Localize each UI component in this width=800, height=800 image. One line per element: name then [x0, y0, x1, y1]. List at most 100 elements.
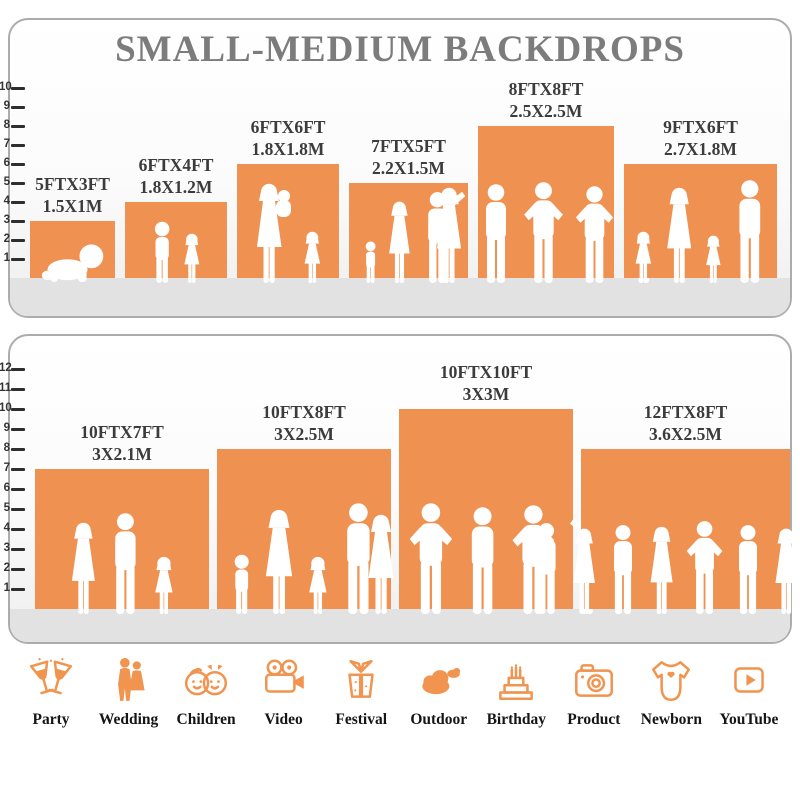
- category-item-product: Product: [557, 655, 631, 729]
- ruler-tick: [11, 547, 25, 551]
- category-item-outdoor: Outdoor: [402, 655, 476, 729]
- bar-figures: [125, 221, 227, 283]
- ruler-tick: [11, 467, 25, 471]
- woman-pose-silhouette: [433, 187, 466, 283]
- ruler-number: 9: [3, 421, 10, 434]
- ruler-number: 10: [0, 80, 12, 93]
- ruler-tick: [11, 181, 25, 185]
- bar-size-m: 3X2.1M: [92, 443, 152, 464]
- man-hips-silhouette: [686, 521, 723, 614]
- category-item-party: Party: [14, 655, 88, 729]
- bar-size-m: 2.5X2.5M: [509, 100, 583, 121]
- ruler-number: 7: [3, 461, 10, 474]
- ruler-number: 4: [3, 521, 10, 534]
- bar-figures: [536, 520, 798, 614]
- girl-silhouette: [155, 556, 173, 614]
- backdrop-bar: [125, 202, 227, 283]
- ruler-tick: [11, 200, 25, 204]
- category-item-wedding: Wedding: [92, 655, 166, 729]
- category-item-video: Video: [247, 655, 321, 729]
- bar-size-label: 5FTX3FT 1.5X1M: [35, 174, 110, 217]
- bar-size-ft: 7FTX5FT: [371, 136, 446, 157]
- ruler-number: 5: [3, 501, 10, 514]
- man-silhouette: [536, 523, 556, 614]
- boy-silhouette: [234, 554, 249, 614]
- category-item-birthday: Birthday: [479, 655, 553, 729]
- backdrop-bar: [624, 164, 777, 283]
- ruler-number: 8: [3, 441, 10, 454]
- woman-silhouette: [72, 522, 96, 614]
- bar-size-m: 2.2X1.5M: [372, 157, 445, 178]
- ruler-tick: [11, 238, 25, 242]
- wedding-couple-icon: [117, 658, 145, 701]
- category-item-youtube: YouTube: [712, 655, 786, 729]
- youtube-play-icon: [734, 667, 764, 693]
- ruler-number: 9: [3, 99, 10, 112]
- ruler-number: 3: [3, 213, 10, 226]
- bar-size-m: 1.8X1.8M: [251, 138, 325, 159]
- backdrop-bar: [35, 469, 209, 614]
- category-row: Party Wedding Children Video Festival Outdoor…: [14, 655, 786, 729]
- ruler-tick: [11, 487, 25, 491]
- bar-size-label: 8FTX8FT 2.5X2.5M: [509, 79, 584, 122]
- birthday-cake-icon: [499, 664, 534, 700]
- ruler-number: 10: [0, 401, 12, 414]
- bar-size-label: 7FTX5FT 2.2X1.5M: [371, 136, 446, 179]
- bar-size-label: 10FTX10FT 3X3M: [440, 362, 532, 405]
- bar-size-ft: 9FTX6FT: [663, 117, 738, 138]
- ruler-number: 2: [3, 561, 10, 574]
- bar-size-ft: 5FTX3FT: [35, 174, 110, 195]
- ruler-tick: [11, 427, 25, 431]
- category-item-festival: Festival: [324, 655, 398, 729]
- ruler-tick: [11, 105, 25, 109]
- girl-silhouette: [635, 231, 652, 283]
- ruler-number: 1: [3, 251, 10, 264]
- bar-figures: [237, 183, 339, 283]
- ruler-number: 11: [0, 381, 12, 394]
- bar-size-label: 12FTX8FT 3.6X2.5M: [644, 402, 728, 445]
- woman-silhouette: [667, 187, 692, 283]
- bar-size-label: 6FTX6FT 1.8X1.8M: [251, 117, 326, 160]
- ruler-number: 12: [0, 361, 12, 374]
- bar-size-m: 2.7X1.8M: [664, 138, 737, 159]
- newborn-onesie-icon: [652, 661, 691, 702]
- man-hips-silhouette: [523, 182, 563, 283]
- ruler-tick: [11, 387, 25, 391]
- bar-figures: [624, 179, 777, 283]
- woman-silhouette: [650, 526, 673, 614]
- bar-size-m: 1.8X1.2M: [139, 176, 213, 197]
- girl-silhouette: [184, 233, 200, 283]
- backdrops-panel-bottom: 1 2 3 4 5 6 7 8 9 10 11 12 10FTX7FT 3X2.1M 10FTX8FT 3X2…: [0, 334, 798, 644]
- category-label: Birthday: [486, 711, 546, 728]
- category-label: Festival: [335, 711, 388, 728]
- bar-size-m: 3X2.5M: [274, 423, 334, 444]
- category-label: Video: [264, 711, 303, 728]
- girl-silhouette: [309, 556, 327, 614]
- children-faces-icon: [185, 664, 228, 696]
- ruler-tick: [11, 124, 25, 128]
- bar-size-ft: 10FTX7FT: [80, 422, 164, 443]
- category-label: Party: [32, 711, 70, 728]
- backdrop-bar: [237, 164, 339, 283]
- panel-floor: [10, 609, 790, 642]
- bar-size-ft: 6FTX6FT: [250, 117, 326, 138]
- man-silhouette: [739, 525, 758, 614]
- bar-size-ft: 10FTX8FT: [262, 402, 346, 423]
- ruler-number: 4: [3, 194, 10, 207]
- ruler-number: 1: [3, 581, 10, 594]
- ruler-tick: [11, 527, 25, 531]
- ruler-tick: [11, 86, 25, 90]
- woman-silhouette: [573, 528, 596, 614]
- boy-silhouette: [154, 221, 169, 283]
- product-camera-icon: [574, 664, 613, 697]
- category-label: Newborn: [640, 711, 702, 728]
- backdrop-bar: [30, 221, 115, 283]
- ruler-tick: [11, 367, 25, 371]
- ruler-number: 8: [3, 118, 10, 131]
- ruler-number: 6: [3, 481, 10, 494]
- category-label: Wedding: [98, 711, 159, 728]
- bar-figures: [35, 512, 209, 614]
- ruler-tick: [11, 143, 25, 147]
- ruler-number: 2: [3, 232, 10, 245]
- category-label: Outdoor: [410, 711, 468, 728]
